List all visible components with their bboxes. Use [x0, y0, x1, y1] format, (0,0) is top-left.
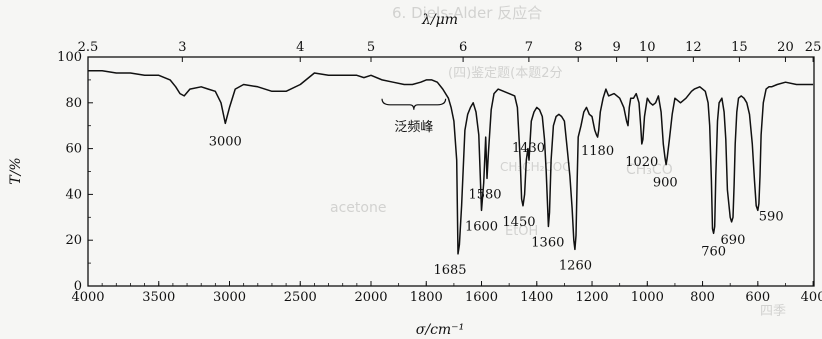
y-axis-label: T/% — [8, 157, 24, 184]
y-tick-label: 20 — [65, 233, 82, 248]
x-tick-label: 2500 — [284, 290, 317, 305]
overtone-label: 泛频峰 — [394, 120, 433, 135]
x-tick-label: 1800 — [410, 290, 443, 305]
trace-group — [88, 69, 814, 255]
peak-label: 900 — [653, 176, 678, 191]
top-tick-label: 12 — [685, 40, 702, 55]
peak-label: 1260 — [559, 258, 592, 273]
top-tick-label: 2.5 — [78, 40, 99, 55]
peak-label: 1600 — [465, 219, 498, 234]
annotation-group: 泛频峰 — [381, 98, 447, 135]
peak-label: 690 — [721, 233, 746, 248]
peak-label: 1450 — [502, 215, 535, 230]
x-tick-label: 1600 — [465, 290, 498, 305]
top-tick-label: 25 — [805, 40, 822, 55]
top-tick-label: 10 — [639, 40, 656, 55]
overtone-brace — [381, 98, 447, 110]
x-tick-label: 1000 — [631, 290, 664, 305]
top-tick-label: 4 — [296, 40, 304, 55]
x-tick-label: 1400 — [520, 290, 553, 305]
top-tick-label: 9 — [612, 40, 620, 55]
x-tick-label: 400 — [801, 290, 822, 305]
bottom-axis-label: σ/cm⁻¹ — [416, 322, 464, 338]
peak-label: 3000 — [209, 134, 242, 149]
x-tick-label: 3000 — [213, 290, 246, 305]
top-tick-label: 6 — [459, 40, 467, 55]
spectrum-line — [88, 69, 814, 255]
ticks-group: 4000 3500 3000 2500 2000 1800 1600 1400 1200 1000… — [57, 40, 822, 305]
top-tick-label: 5 — [367, 40, 375, 55]
top-axis-label: λ/μm — [421, 12, 458, 28]
peak-label: 1430 — [512, 141, 545, 156]
y-tick-label: 0 — [74, 279, 82, 294]
x-tick-label: 3500 — [142, 290, 175, 305]
x-tick-label: 4000 — [71, 290, 104, 305]
peak-label: 1580 — [468, 187, 501, 202]
x-tick-label: 600 — [745, 290, 770, 305]
peak-label: 1020 — [625, 155, 658, 170]
y-tick-label: 100 — [57, 50, 82, 65]
peak-label: 590 — [759, 209, 784, 224]
x-tick-label: 2000 — [354, 290, 387, 305]
top-tick-label: 20 — [777, 40, 794, 55]
top-tick-label: 15 — [731, 40, 748, 55]
peak-label: 1360 — [531, 235, 564, 250]
top-tick-label: 7 — [525, 40, 533, 55]
peak-label: 760 — [701, 244, 726, 259]
y-tick-label: 80 — [65, 96, 82, 111]
peak-label: 1180 — [581, 144, 614, 159]
y-tick-label: 40 — [65, 187, 82, 202]
x-tick-label: 1200 — [575, 290, 608, 305]
y-tick-label: 60 — [65, 142, 82, 157]
peak-label: 1685 — [433, 263, 466, 278]
x-tick-label: 800 — [690, 290, 715, 305]
top-tick-label: 3 — [178, 40, 186, 55]
top-tick-label: 8 — [574, 40, 582, 55]
